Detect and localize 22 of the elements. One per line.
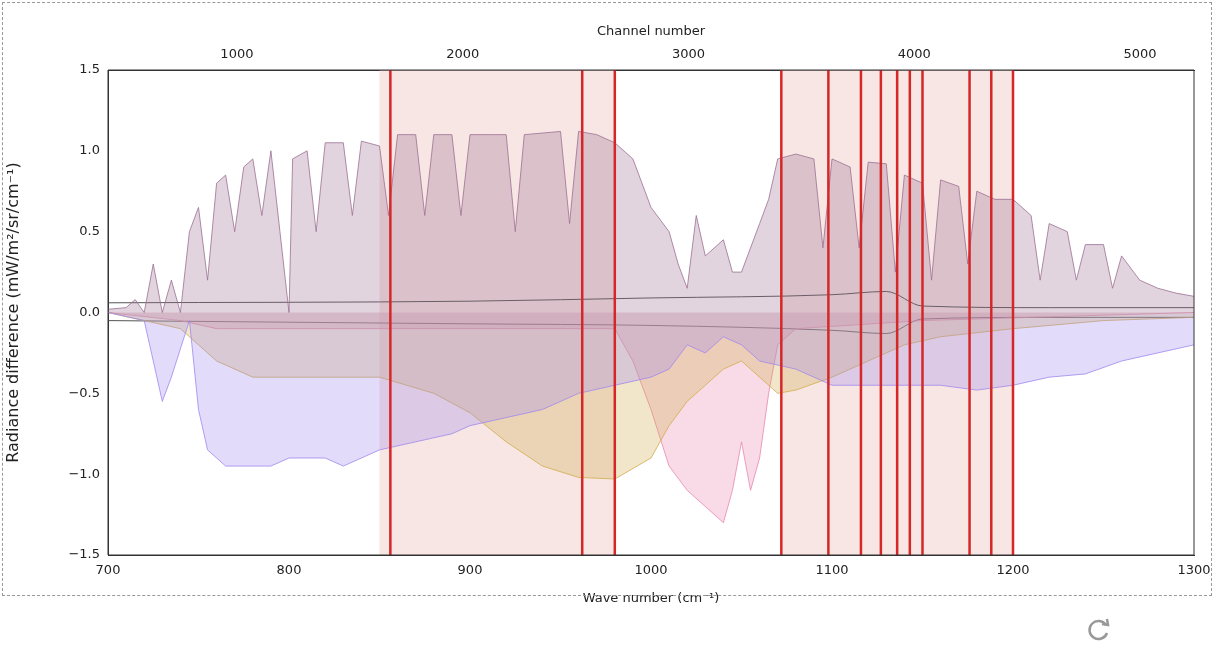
x-tick-label: 1000 [634, 562, 668, 578]
x2-tick-label: 5000 [1123, 45, 1157, 61]
x-tick-label: 1100 [815, 562, 849, 578]
y-tick-label: −0.5 [68, 384, 100, 400]
x2-tick-label: 2000 [446, 45, 480, 61]
x2-tick-label: 3000 [671, 45, 706, 61]
y-tick-label: 1.0 [79, 142, 100, 158]
x2-axis-title: Channel number [596, 23, 706, 39]
x-tick-label: 1300 [1177, 562, 1211, 578]
x-tick-label: 900 [457, 562, 483, 578]
x-tick-label: 800 [276, 562, 302, 578]
y-tick-label: 0.5 [79, 223, 100, 239]
x-tick-label: 700 [95, 562, 121, 578]
y-axis-title: Radiance difference (mW/m²/sr/cm⁻¹) [2, 162, 22, 463]
y-tick-label: −1.0 [68, 465, 100, 481]
line-series [108, 290, 1194, 309]
x2-tick-label: 1000 [220, 45, 254, 61]
y-tick-label: 1.5 [79, 61, 100, 77]
x2-tick-label: 4000 [897, 45, 931, 61]
y-tick-label: 0.0 [79, 303, 100, 319]
y-tick-label: −1.5 [68, 546, 100, 562]
x-tick-label: 1200 [996, 562, 1030, 578]
